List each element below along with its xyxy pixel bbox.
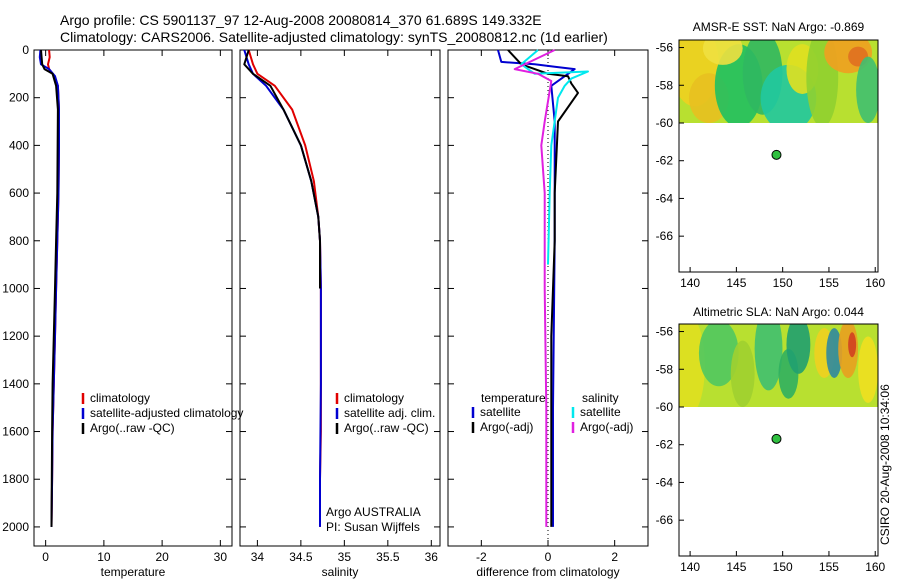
map-1-ytick-label: -64: [656, 191, 674, 205]
panel-3-series-group: [497, 49, 589, 527]
panel-3-legend-label: Argo(-adj): [480, 420, 533, 434]
panel-2-legend-label: climatology: [344, 391, 404, 405]
depth-tick-label: 1600: [2, 425, 29, 439]
map-2-ytick-label: -58: [656, 362, 674, 376]
panel-3-legend-label: satellite: [480, 405, 521, 419]
map-2-xtick-label: 140: [680, 560, 700, 574]
map-2-ytick-label: -66: [656, 513, 674, 527]
panel-1-xtick-label: 30: [214, 550, 228, 564]
depth-tick-label: 1000: [2, 281, 29, 295]
map-1-xtick-label: 160: [865, 276, 885, 290]
depth-tick-label: 800: [9, 234, 29, 248]
panel-3-legend-label: Argo(-adj): [580, 420, 633, 434]
panel-2-legend-label: Argo(..raw -QC): [344, 421, 429, 435]
map-1-ytick-label: -60: [656, 116, 674, 130]
panel-3-xtick-label: 2: [611, 550, 618, 564]
panel-3-series-1-line: [497, 49, 576, 527]
map-1-argo-location-marker: [771, 149, 782, 160]
timestamp-footer: CSIRO 20-Aug-2008 10:34:06: [878, 384, 892, 545]
panel-2-frame: [239, 49, 441, 547]
map-2-field-patch: [848, 332, 857, 358]
panel-3-xlabel: difference from climatology: [476, 565, 619, 579]
panel-1-series-3-line: [40, 49, 59, 527]
panel-2-series-group: [243, 49, 322, 527]
panel-2-xtick-label: 35.5: [376, 550, 400, 564]
panel-2-xtick-label: 36: [425, 550, 439, 564]
panel-1-xtick-label: 10: [97, 550, 111, 564]
map-2-xtick-label: 160: [865, 560, 885, 574]
panel-2-xlabel: salinity: [322, 565, 359, 579]
panel-2-series-1-line: [247, 49, 322, 527]
panel-1-series-group: [38, 49, 60, 527]
map-2-xtick-label: 155: [819, 560, 839, 574]
depth-tick-label: 600: [9, 186, 29, 200]
depth-tick-label: 200: [9, 91, 29, 105]
panel-3-series-4-line: [513, 49, 556, 527]
panel-1-xlabel: temperature: [101, 565, 166, 579]
panel-2-xtick-label: 35: [338, 550, 352, 564]
panel-1-series-2-line: [38, 49, 60, 527]
map-2-argo-location-marker: [771, 433, 782, 444]
panel-2-annotation: PI: Susan Wijffels: [326, 520, 420, 534]
map-2-ytick-label: -60: [656, 400, 674, 414]
map-1-ytick-label: -58: [656, 78, 674, 92]
map-2-ytick-label: -64: [656, 475, 674, 489]
depth-tick-label: 1400: [2, 377, 29, 391]
panel-1-legend-label: climatology: [90, 391, 150, 405]
map-1-title: AMSR-E SST: NaN Argo: -0.869: [693, 20, 865, 34]
map-1-field-patch: [856, 56, 878, 123]
title-line-1: Argo profile: CS 5901137_97 12-Aug-2008 …: [60, 12, 542, 28]
depth-tick-label: 400: [9, 138, 29, 152]
map-2-field-patch: [698, 324, 739, 387]
title-line-2: Climatology: CARS2006. Satellite-adjuste…: [60, 29, 608, 45]
map-1-field: [679, 40, 878, 123]
map-2-field-patch: [858, 336, 878, 403]
panel-3-legend-header: salinity: [582, 391, 619, 405]
map-2-field-patch: [730, 340, 755, 407]
panel-3-xtick-label: -2: [476, 550, 487, 564]
map-2-field-patch: [754, 324, 783, 391]
panel-2-xtick-label: 34: [251, 550, 265, 564]
map-1-ytick-label: -66: [656, 229, 674, 243]
panel-3-series-2-line: [507, 49, 579, 527]
panel-1-legend-label: satellite-adjusted climatology: [90, 406, 243, 420]
panel-2-annotation: Argo AUSTRALIA: [326, 505, 421, 519]
map-1-xtick-label: 140: [680, 276, 700, 290]
panel-2-xtick-label: 34.5: [289, 550, 313, 564]
map-2-xtick-label: 150: [773, 560, 793, 574]
map-2-field-patch: [786, 324, 811, 374]
map-2-field-patch: [826, 328, 843, 378]
panel-3-series-3-line: [520, 49, 589, 265]
panel-3-legend-header: temperature: [481, 391, 546, 405]
panel-1-xtick-label: 0: [42, 550, 49, 564]
map-1-ytick-label: -56: [656, 41, 674, 55]
panel-3-xtick-label: 0: [545, 550, 552, 564]
map-2-ytick-label: -62: [656, 438, 674, 452]
depth-tick-label: 0: [22, 43, 29, 57]
map-2-ytick-label: -56: [656, 325, 674, 339]
panel-3-legend-label: satellite: [580, 405, 621, 419]
map-1-frame: [678, 39, 879, 273]
map-2-field-patch: [679, 324, 705, 407]
panel-1-xtick-label: 20: [155, 550, 169, 564]
panel-2-series-3-line: [243, 49, 321, 289]
depth-tick-label: 1200: [2, 329, 29, 343]
map-1-field-patch: [702, 40, 743, 65]
map-2-title: Altimetric SLA: NaN Argo: 0.044: [693, 305, 864, 319]
panel-2-series-2-line: [243, 49, 322, 527]
panel-1-legend-label: Argo(..raw -QC): [90, 421, 175, 435]
panel-1-frame: [33, 49, 233, 547]
panel-2-legend-label: satellite adj. clim.: [344, 406, 435, 420]
map-2-frame: [678, 323, 879, 557]
map-2-field: [679, 324, 878, 407]
map-1-xtick-label: 155: [819, 276, 839, 290]
depth-tick-label: 2000: [2, 520, 29, 534]
depth-tick-label: 1800: [2, 472, 29, 486]
map-1-xtick-label: 145: [726, 276, 746, 290]
map-1-ytick-label: -62: [656, 154, 674, 168]
map-2-xtick-label: 145: [726, 560, 746, 574]
map-1-xtick-label: 150: [773, 276, 793, 290]
